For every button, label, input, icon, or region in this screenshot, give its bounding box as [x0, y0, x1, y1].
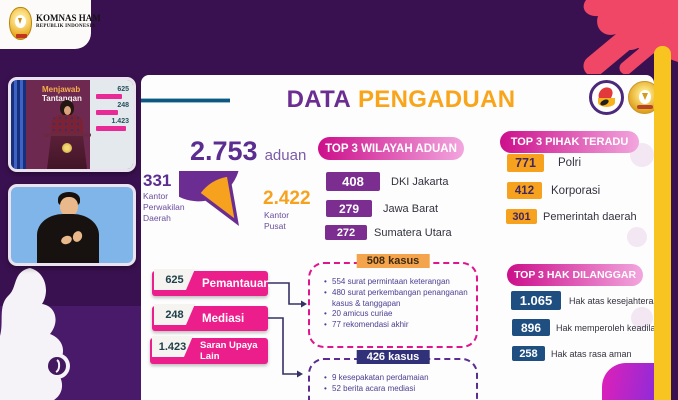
gold-emblem-logo: [628, 81, 654, 114]
kasus-bullet: 77 rekomendasi akhir: [324, 320, 470, 331]
top3-hak-header: TOP 3 HAK DILANGGAR: [507, 264, 643, 286]
kasus-426-title: 426 kasus: [356, 350, 430, 364]
wilayah-row: 279 Jawa Barat: [326, 200, 438, 217]
pihak-label: Pemerintah daerah: [543, 210, 637, 223]
total-suffix: aduan: [264, 147, 307, 164]
kasus-bullet: 9 kesepakatan perdamaian: [324, 373, 470, 384]
pihak-row: 412 Korporasi: [507, 182, 600, 199]
deco-circle: [631, 307, 653, 329]
event-logo: [589, 80, 624, 115]
handling-value: 248: [154, 304, 195, 325]
title-part1: DATA: [286, 86, 351, 113]
pihak-value: 412: [507, 182, 542, 199]
wilayah-value: 408: [326, 172, 380, 191]
hak-row: 896 Hak memperoleh keadilan: [512, 319, 654, 336]
wilayah-row: 272 Sumatera Utara: [325, 225, 452, 240]
curvy-blob-graphic: [0, 268, 70, 400]
kasus-bullet: 480 surat perkembangan penanganan kasus …: [324, 288, 470, 310]
backdrop-chart-board: 625 248 1.423: [90, 80, 133, 169]
page-title: DATA PENGADUAN: [281, 86, 521, 114]
hak-label: Hak memperoleh keadilan: [556, 322, 654, 333]
regional-office-label: Kantor Perwakilan Daerah: [143, 191, 185, 224]
handling-label: Pemantauan: [202, 277, 271, 290]
interpreter-face: [60, 197, 78, 216]
hak-label: Hak atas kesejahteraan: [569, 295, 654, 306]
board-value: 248: [117, 102, 129, 109]
kasus-box-426: 426 kasus 9 kesepakatan perdamaian 52 be…: [308, 350, 478, 400]
kasus-bullet: 52 berita acara mediasi: [324, 384, 470, 395]
org-name: KOMNAS HAM: [36, 13, 101, 23]
kasus-box-508: 508 kasus 554 surat permintaan keteranga…: [308, 254, 478, 348]
board-bar: [96, 110, 118, 115]
kasus-bullet: 554 surat permintaan keterangan: [324, 277, 470, 288]
backdrop-text-line1: Menjawab: [42, 85, 81, 94]
yellow-edge-bar: [654, 46, 671, 400]
central-office-value: 2.422: [263, 188, 311, 209]
hak-value: 1.065: [511, 291, 561, 310]
pihak-value: 301: [506, 209, 537, 224]
wilayah-value: 272: [325, 225, 367, 240]
deco-circle: [627, 227, 647, 247]
video-feed-interpreter: [8, 184, 136, 266]
podium-emblem-icon: [62, 143, 72, 153]
kasus-508-list: 554 surat permintaan keterangan 480 sura…: [324, 277, 470, 331]
kasus-bullet: 20 amicus curiae: [324, 309, 470, 320]
top3-pihak-header: TOP 3 PIHAK TERADU: [500, 131, 639, 153]
pihak-label: Polri: [558, 157, 582, 169]
komnas-ham-emblem-icon: [9, 7, 32, 40]
hak-label: Hak atas rasa aman: [551, 348, 632, 359]
pihak-label: Korporasi: [551, 184, 601, 197]
hak-value: 258: [512, 346, 545, 361]
corner-gradient-shape: [602, 363, 654, 400]
central-office-label: Kantor Pusat: [264, 210, 290, 232]
pihak-row: 301 Pemerintah daerah: [506, 209, 637, 224]
handling-bar-mediasi: 248 Mediasi: [152, 304, 268, 331]
org-subtitle: REPUBLIK INDONESIA: [36, 24, 96, 29]
kasus-426-list: 9 kesepakatan perdamaian 52 berita acara…: [324, 373, 470, 395]
board-bar: [96, 126, 126, 131]
org-logo-card: KOMNAS HAM REPUBLIK INDONESIA: [0, 0, 101, 49]
speaker-body: [51, 115, 83, 137]
handling-label: Mediasi: [202, 312, 245, 325]
gold-emblem-band: [637, 105, 653, 109]
pihak-row: 771 Polri: [507, 154, 581, 172]
title-part2: PENGADUAN: [357, 86, 516, 113]
wilayah-label: Sumatera Utara: [374, 226, 452, 239]
kasus-508-title: 508 kasus: [356, 254, 430, 268]
speaker-face: [63, 106, 71, 115]
hak-row: 1.065 Hak atas kesejahteraan: [511, 291, 654, 310]
board-bar: [96, 94, 122, 99]
garuda-icon: [18, 18, 22, 24]
regional-office-value: 331: [143, 171, 172, 190]
total-complaints: 2.753 aduan: [190, 136, 306, 167]
pihak-value: 771: [507, 154, 544, 172]
curtain-stripes: [11, 80, 26, 169]
video-feed-speaker: Menjawab Tantangan 625 248 1.423: [8, 77, 136, 172]
wilayah-value: 279: [326, 200, 372, 217]
board-value: 625: [117, 86, 129, 93]
wilayah-row: 408 DKI Jakarta: [326, 172, 448, 191]
wilayah-label: DKI Jakarta: [391, 175, 449, 188]
hak-row: 258 Hak atas rasa aman: [512, 346, 632, 361]
pie-chart: [179, 171, 239, 226]
backdrop-text-line2: Tantangan: [42, 94, 82, 103]
total-value: 2.753: [190, 136, 258, 166]
podium: [47, 136, 87, 169]
handling-bar-saran-upaya-lain: 1.423 Saran Upaya Lain: [150, 336, 268, 364]
handling-value: 625: [154, 269, 195, 290]
handling-label: Saran Upaya Lain: [200, 340, 258, 362]
accent-line: [141, 99, 230, 102]
top3-wilayah-header: TOP 3 WILAYAH ADUAN: [318, 137, 464, 160]
board-value: 1.423: [111, 118, 129, 125]
handling-value: 1.423: [152, 336, 193, 357]
wilayah-label: Jawa Barat: [383, 202, 439, 215]
emblem-ribbon: [16, 34, 27, 38]
hak-value: 896: [512, 319, 550, 336]
hand-graphic: [583, 0, 678, 74]
handling-bar-pemantauan: 625 Pemantauan: [152, 269, 271, 296]
presentation-slide: DATA PENGADUAN 2.753 aduan 331 Kantor Perw…: [141, 75, 654, 400]
gold-emblem-garuda-icon: [642, 93, 648, 100]
podium-ledge: [43, 133, 91, 137]
